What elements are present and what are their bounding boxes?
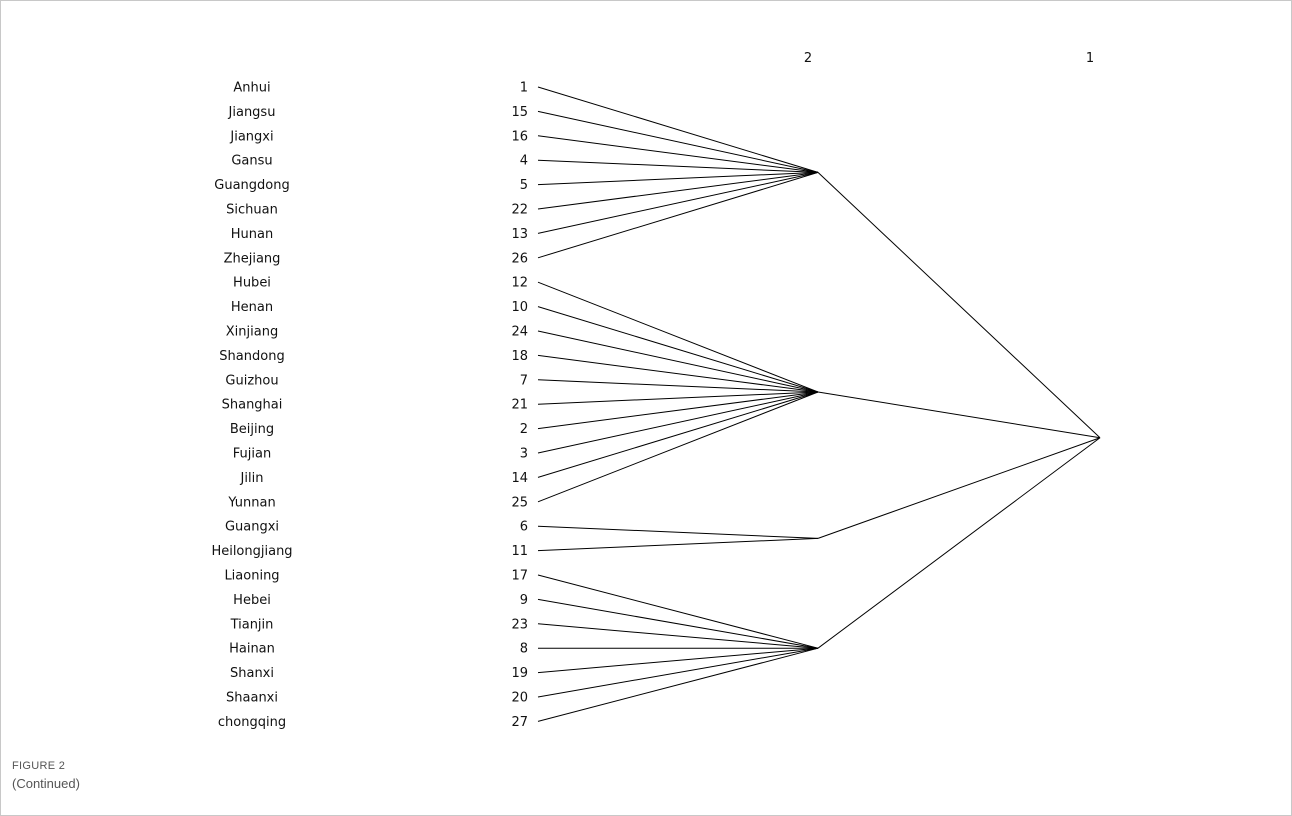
province-id: 12 bbox=[511, 276, 528, 291]
province-name: Sichuan bbox=[226, 203, 278, 218]
province-id: 13 bbox=[511, 227, 528, 242]
province-name: chongqing bbox=[218, 715, 286, 730]
province-name: Guangdong bbox=[214, 178, 289, 193]
level-header-1: 2 bbox=[804, 51, 812, 66]
province-name: Hunan bbox=[231, 227, 273, 242]
leaf-edge bbox=[537, 391, 819, 503]
province-name: Liaoning bbox=[224, 569, 279, 584]
leaf-edge bbox=[537, 171, 819, 186]
leaf-edge bbox=[537, 171, 819, 210]
province-id: 11 bbox=[511, 544, 528, 559]
province-id: 24 bbox=[511, 325, 528, 340]
province-name: Guizhou bbox=[225, 373, 278, 388]
province-id: 21 bbox=[511, 398, 528, 413]
province-id: 5 bbox=[520, 178, 528, 193]
province-id: 19 bbox=[511, 666, 528, 681]
province-name: Tianjin bbox=[230, 617, 274, 632]
figure-label: FIGURE 2 bbox=[12, 760, 66, 772]
leaf-edge bbox=[537, 623, 819, 649]
province-id: 8 bbox=[520, 642, 528, 657]
tree-edges bbox=[537, 86, 1101, 722]
figure-note: (Continued) bbox=[12, 776, 80, 791]
province-id: 25 bbox=[511, 495, 528, 510]
province-name: Shandong bbox=[219, 349, 284, 364]
leaf-edge bbox=[537, 86, 819, 173]
leaf-edge bbox=[537, 391, 819, 454]
province-name: Yunnan bbox=[227, 495, 275, 510]
province-id: 23 bbox=[511, 617, 528, 632]
province-id: 1 bbox=[520, 81, 528, 96]
cluster-edge bbox=[817, 391, 1101, 439]
province-id: 15 bbox=[511, 105, 528, 120]
leaf-edge bbox=[537, 281, 819, 393]
province-name: Jiangxi bbox=[229, 129, 273, 144]
province-name: Hainan bbox=[229, 642, 275, 657]
province-id: 26 bbox=[511, 251, 528, 266]
leaf-edge bbox=[537, 574, 819, 649]
province-id: 10 bbox=[511, 300, 528, 315]
province-name: Xinjiang bbox=[226, 325, 278, 340]
leaf-edge bbox=[537, 354, 819, 393]
leaf-edge bbox=[537, 647, 819, 698]
province-name: Zhejiang bbox=[224, 251, 281, 266]
leaf-edge bbox=[537, 647, 819, 674]
leaf-edge bbox=[537, 391, 819, 478]
province-name: Heilongjiang bbox=[211, 544, 292, 559]
province-name: Anhui bbox=[233, 81, 270, 96]
province-id: 9 bbox=[520, 593, 528, 608]
cluster-edge bbox=[817, 437, 1101, 649]
province-id: 4 bbox=[520, 154, 528, 169]
province-name: Gansu bbox=[231, 154, 272, 169]
cluster-edge bbox=[817, 172, 1101, 439]
leaf-edge bbox=[537, 306, 819, 393]
leaf-edge bbox=[537, 379, 819, 393]
province-name: Henan bbox=[231, 300, 273, 315]
province-name: Hubei bbox=[233, 276, 271, 291]
province-name: Fujian bbox=[233, 447, 271, 462]
province-name: Guangxi bbox=[225, 520, 279, 535]
province-id: 2 bbox=[520, 422, 528, 437]
leaf-edge bbox=[537, 110, 819, 173]
leaf-edge bbox=[537, 159, 819, 173]
leaf-edge bbox=[537, 598, 819, 649]
province-id: 18 bbox=[511, 349, 528, 364]
leaf-edge bbox=[537, 647, 819, 722]
province-name: Jilin bbox=[240, 471, 264, 486]
province-id: 27 bbox=[511, 715, 528, 730]
province-id: 14 bbox=[511, 471, 528, 486]
leaf-labels: Anhui 1 Jiangsu 15 Jiangxi 16 Gansu 4 Guangdong 5… bbox=[211, 81, 528, 730]
province-id: 17 bbox=[511, 569, 528, 584]
province-name: Shanghai bbox=[222, 398, 283, 413]
leaf-edge bbox=[537, 330, 819, 393]
province-name: Jiangsu bbox=[228, 105, 276, 120]
leaf-edge bbox=[537, 525, 819, 539]
province-id: 22 bbox=[511, 203, 528, 218]
province-name: Beijing bbox=[230, 422, 274, 437]
leaf-edge bbox=[537, 171, 819, 259]
province-id: 3 bbox=[520, 447, 528, 462]
province-id: 7 bbox=[520, 373, 528, 388]
cluster-edge bbox=[817, 437, 1101, 539]
leaf-edge bbox=[537, 391, 819, 430]
province-id: 6 bbox=[520, 520, 528, 535]
province-name: Shanxi bbox=[230, 666, 274, 681]
leaf-edge bbox=[537, 391, 819, 405]
leaf-edge bbox=[537, 135, 819, 173]
leaf-edge bbox=[537, 171, 819, 234]
leaf-edge bbox=[537, 537, 819, 552]
province-name: Hebei bbox=[233, 593, 271, 608]
province-name: Shaanxi bbox=[226, 691, 278, 706]
level-header-2: 1 bbox=[1086, 51, 1094, 66]
province-id: 16 bbox=[511, 129, 528, 144]
province-id: 20 bbox=[511, 691, 528, 706]
